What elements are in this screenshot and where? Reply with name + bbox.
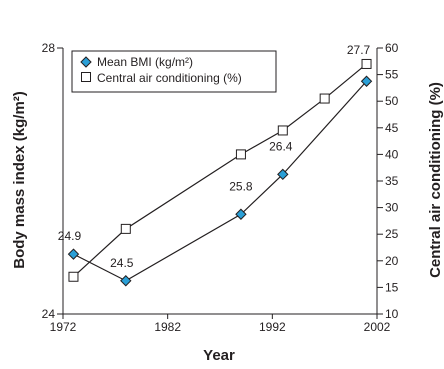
data-label: 24.5	[110, 256, 134, 270]
x-tick-label: 2002	[364, 320, 391, 334]
y-tick-label-right: 45	[385, 121, 399, 135]
bmi-point	[360, 75, 373, 87]
x-tick-label: 1992	[259, 320, 286, 334]
y-axis-title-left: Body mass index (kg/m²)	[11, 91, 28, 269]
y-tick-label-right: 25	[385, 227, 399, 241]
y-axis-title-right: Central air conditioning (%)	[427, 82, 444, 278]
series-line-bmi	[73, 80, 367, 282]
data-labels: 24.9 24.5 25.8 26.4 27.7	[58, 43, 371, 270]
y-tick-label-right: 55	[385, 68, 399, 82]
series-markers	[67, 58, 373, 287]
axes: 1972 1982 1992 2002 24 28 10 15 20 25 30 35 40 45 50 55…	[42, 41, 399, 334]
legend-label-ac: Central air conditioning (%)	[97, 71, 242, 85]
air-conditioning-point	[120, 223, 131, 234]
y-tick-label-right: 30	[385, 201, 399, 215]
bmi-point	[120, 275, 132, 287]
y-tick-label-right: 35	[385, 174, 399, 188]
legend-marker-ac	[81, 72, 91, 82]
y-tick-label-right: 10	[385, 307, 399, 321]
x-tick-label: 1982	[154, 320, 181, 334]
x-tick-label: 1972	[50, 320, 77, 334]
y-tick-label-right: 20	[385, 254, 399, 268]
y-tick-label-right: 50	[385, 94, 399, 108]
bmi-point	[235, 208, 247, 220]
data-label: 25.8	[229, 179, 253, 193]
air-conditioning-point	[277, 125, 288, 136]
y-tick-label-left: 24	[42, 307, 56, 321]
data-label: 24.9	[58, 229, 82, 243]
data-label: 26.4	[269, 139, 293, 153]
bmi-point	[277, 168, 289, 181]
bmi-point	[67, 248, 80, 260]
y-tick-label-right: 60	[385, 41, 399, 55]
air-conditioning-point	[361, 58, 372, 69]
y-tick-label-right: 15	[385, 280, 399, 294]
air-conditioning-point	[68, 271, 79, 282]
legend-marker-bmi	[80, 56, 92, 68]
air-conditioning-point	[235, 149, 246, 160]
legend-box	[71, 50, 277, 93]
data-label: 27.7	[347, 43, 371, 57]
y-tick-label-left: 28	[42, 41, 56, 55]
series-line-air-conditioning	[73, 63, 367, 278]
legend-label-bmi: Mean BMI (kg/m²)	[97, 55, 193, 69]
y-tick-label-right: 40	[385, 147, 399, 161]
legend: Mean BMI (kg/m²) Central air conditionin…	[71, 50, 277, 93]
air-conditioning-point	[319, 93, 330, 104]
x-axis-title: Year	[203, 347, 235, 364]
